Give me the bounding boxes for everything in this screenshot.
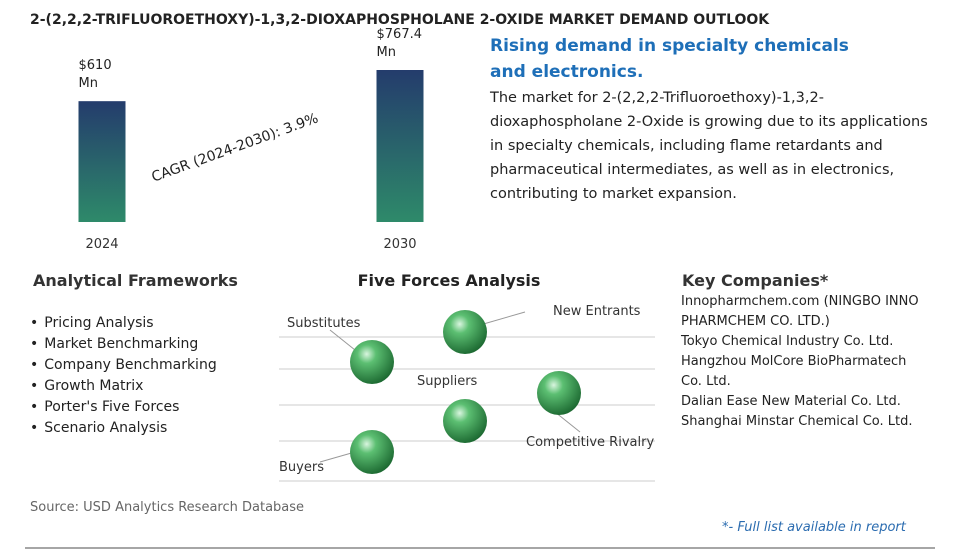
bar [376,70,424,222]
five-forces-heading: Five Forces Analysis [358,271,541,290]
force-label: Substitutes [287,316,361,331]
x-tick-label: 2030 [383,237,416,252]
companies-heading: Key Companies* [682,271,829,290]
company-item: Shanghai Minstar Chemical Co. Ltd. [681,414,913,429]
force-label: Suppliers [417,374,478,389]
title: 2-(2,2,2-TRIFLUOROETHOXY)-1,3,2-DIOXAPHO… [30,12,770,28]
framework-item: Market Benchmarking [30,334,217,355]
force-label: Competitive Rivalry [526,435,654,450]
value-label: $610 Mn [78,58,112,92]
summary-heading: Rising demand in specialty chemicals and… [490,36,849,82]
companies-list: Innopharmchem.com (NINGBO INNO PHARMCHEM… [681,292,926,432]
footnote: *- Full list available in report [722,520,906,535]
framework-item: Pricing Analysis [30,313,217,334]
value-label: $767.4 Mn [376,27,423,60]
summary-text: The market for 2-(2,2,2-Trifluoroethoxy)… [490,90,928,202]
framework-item: Porter's Five Forces [30,397,217,418]
framework-item: Company Benchmarking [30,355,216,376]
company-item: Hangzhou MolCore BioPharmatech Co. Ltd. [681,354,907,389]
leader-lines [319,311,581,463]
spheres [350,310,581,474]
x-tick-label: 2024 [85,237,118,252]
bar [78,101,126,222]
company-item: Dalian Ease New Material Co. Ltd. [681,394,901,409]
frameworks-heading: Analytical Frameworks [33,271,238,290]
source: Source: USD Analytics Research Database [30,500,305,515]
company-item: Innopharmchem.com (NINGBO INNO PHARMCHEM… [681,294,919,329]
framework-item: Scenario Analysis [30,418,217,439]
force-label: Buyers [279,460,324,475]
framework-item: Growth Matrix [30,376,217,397]
force-label: New Entrants [553,304,641,319]
frameworks-list: Pricing AnalysisMarket BenchmarkingCompa… [30,313,217,439]
cagr: CAGR (2024-2030): 3.9% [150,110,321,185]
company-item: Tokyo Chemical Industry Co. Ltd. [681,334,894,349]
